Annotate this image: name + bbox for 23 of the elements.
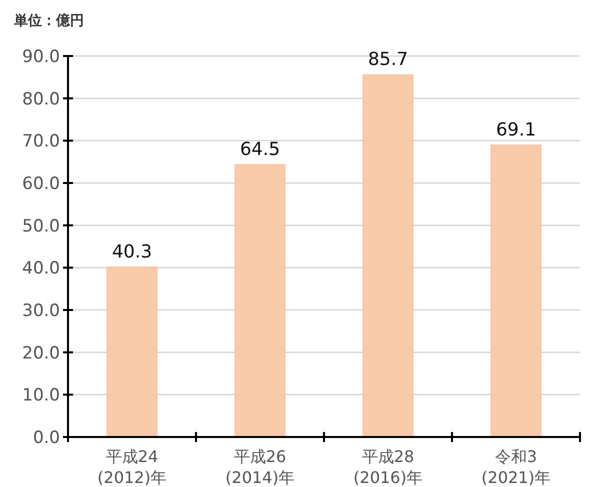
x-tick-label: 平成28 (2016)年 <box>353 447 423 487</box>
y-tick-label: 30.0 <box>22 301 60 321</box>
bar <box>106 266 158 437</box>
y-tick-label: 70.0 <box>22 132 60 152</box>
data-label: 69.1 <box>496 119 536 140</box>
data-label: 85.7 <box>368 49 408 70</box>
y-axis-title: 単位：億円 <box>13 12 84 29</box>
bar <box>362 74 414 437</box>
y-tick-label: 50.0 <box>22 216 60 236</box>
x-tick-label: 令和3 (2021)年 <box>481 447 551 487</box>
bar <box>490 144 542 437</box>
y-tick-label: 10.0 <box>22 386 60 406</box>
y-tick-label: 60.0 <box>22 174 60 194</box>
y-tick-label: 90.0 <box>22 47 60 67</box>
bar <box>234 164 286 437</box>
x-tick-label: 平成26 (2014)年 <box>225 447 295 487</box>
data-label: 64.5 <box>240 138 280 160</box>
y-tick-label: 20.0 <box>22 343 60 364</box>
y-tick-label: 80.0 <box>22 89 60 110</box>
x-tick-label: 平成24 (2012)年 <box>97 447 167 487</box>
y-tick-label: 0.0 <box>32 428 60 448</box>
y-tick-label: 40.0 <box>22 258 60 279</box>
data-label: 40.3 <box>112 241 152 262</box>
